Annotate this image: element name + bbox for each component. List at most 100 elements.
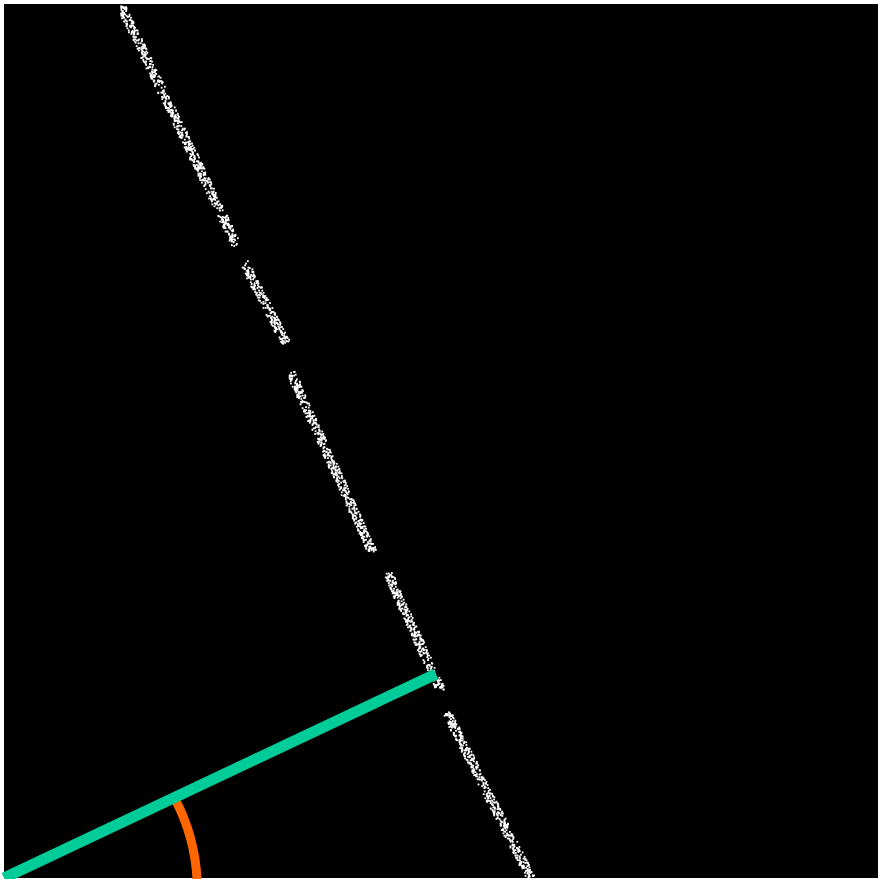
speckle-dot — [496, 814, 499, 816]
speckle-dot — [203, 184, 206, 187]
speckle-dot — [157, 75, 160, 78]
speckle-dot — [312, 419, 315, 421]
speckle-dot — [354, 504, 357, 506]
speckle-dot — [361, 532, 363, 534]
speckle-dot — [264, 295, 267, 297]
speckle-dot — [465, 741, 468, 744]
speckle-dot — [326, 461, 329, 464]
speckle-dot — [363, 535, 366, 538]
speckle-dot — [455, 723, 458, 726]
speckle-dot — [517, 849, 520, 852]
speckle-dot — [329, 450, 331, 453]
speckle-dot — [466, 759, 469, 761]
speckle-dot — [223, 216, 226, 219]
speckle-dot — [495, 800, 498, 803]
speckle-dot — [405, 613, 408, 616]
speckle-dot — [213, 195, 215, 198]
speckle-dot — [268, 309, 271, 311]
speckle-dot — [188, 140, 191, 143]
speckle-dot — [506, 837, 509, 840]
speckle-dot — [243, 267, 246, 270]
speckle-dot — [251, 268, 254, 271]
speckle-dot — [374, 546, 376, 548]
speckle-dot — [164, 100, 167, 102]
speckle-dot — [523, 867, 525, 869]
speckle-dot — [197, 172, 200, 175]
speckle-dot — [270, 318, 273, 321]
speckle-dot — [187, 136, 190, 138]
speckle-dot — [188, 149, 191, 151]
speckle-dot — [449, 729, 452, 731]
speckle-dot — [168, 109, 170, 112]
speckle-dot — [487, 800, 490, 802]
speckle-dot — [267, 305, 269, 308]
speckle-dot — [312, 422, 315, 425]
speckle-dot — [359, 527, 362, 530]
speckle-dot — [369, 540, 372, 543]
speckle-dot — [124, 13, 127, 16]
speckle-dot — [347, 497, 350, 499]
speckle-dot — [404, 606, 406, 609]
speckle-dot — [191, 159, 194, 162]
speckle-dot — [372, 548, 374, 550]
speckle-dot — [277, 323, 279, 326]
speckle-dot — [179, 131, 182, 134]
speckle-dot — [344, 483, 347, 486]
speckle-dot — [155, 73, 158, 75]
speckle-dot — [299, 392, 301, 395]
speckle-dot — [442, 685, 445, 687]
speckle-dot — [404, 618, 406, 620]
speckle-dot — [458, 728, 461, 730]
speckle-dot — [489, 792, 492, 795]
speckle-dot — [278, 326, 281, 329]
speckle-dot — [385, 576, 388, 579]
speckle-dot — [295, 391, 298, 394]
speckle-dot — [519, 859, 521, 862]
speckle-dot — [188, 137, 191, 140]
speckle-dot — [179, 121, 181, 123]
speckle-dot — [511, 844, 514, 847]
speckle-dot — [363, 528, 366, 531]
speckle-dot — [443, 714, 446, 717]
speckle-dot — [301, 407, 304, 409]
speckle-dot — [392, 579, 394, 582]
speckle-dot — [311, 423, 314, 426]
speckle-dot — [180, 121, 183, 124]
speckle-dot — [201, 170, 203, 173]
speckle-dot — [472, 771, 475, 774]
speckle-dot — [456, 739, 459, 742]
speckle-dot — [364, 544, 366, 547]
speckle-dot — [132, 22, 135, 25]
speckle-dot — [340, 481, 342, 484]
speckle-dot — [415, 644, 418, 646]
speckle-dot — [228, 239, 231, 242]
speckle-dot — [315, 423, 318, 425]
speckle-dot — [497, 806, 500, 809]
speckle-dot — [496, 802, 499, 805]
speckle-dot — [411, 632, 413, 635]
speckle-dot — [190, 146, 192, 148]
speckle-dot — [482, 783, 485, 785]
speckle-dot — [458, 726, 461, 729]
speckle-dot — [297, 394, 300, 397]
speckle-dot — [371, 543, 374, 545]
speckle-dot — [143, 61, 146, 64]
speckle-dot — [502, 829, 505, 832]
speckle-dot — [252, 278, 254, 281]
speckle-dot — [229, 227, 232, 230]
speckle-dot — [132, 20, 135, 23]
speckle-dot — [312, 421, 315, 423]
speckle-dot — [143, 54, 145, 57]
speckle-dot — [323, 454, 325, 457]
speckle-dot — [160, 80, 162, 82]
speckle-dot — [250, 273, 253, 276]
speckle-dot — [416, 635, 419, 637]
speckle-dot — [326, 447, 328, 450]
speckle-dot — [333, 460, 335, 463]
speckle-dot — [154, 85, 156, 88]
speckle-dot — [265, 297, 268, 299]
speckle-dot — [402, 613, 404, 615]
speckle-dot — [345, 492, 348, 495]
speckle-dot — [297, 393, 300, 395]
speckle-dot — [271, 307, 274, 309]
